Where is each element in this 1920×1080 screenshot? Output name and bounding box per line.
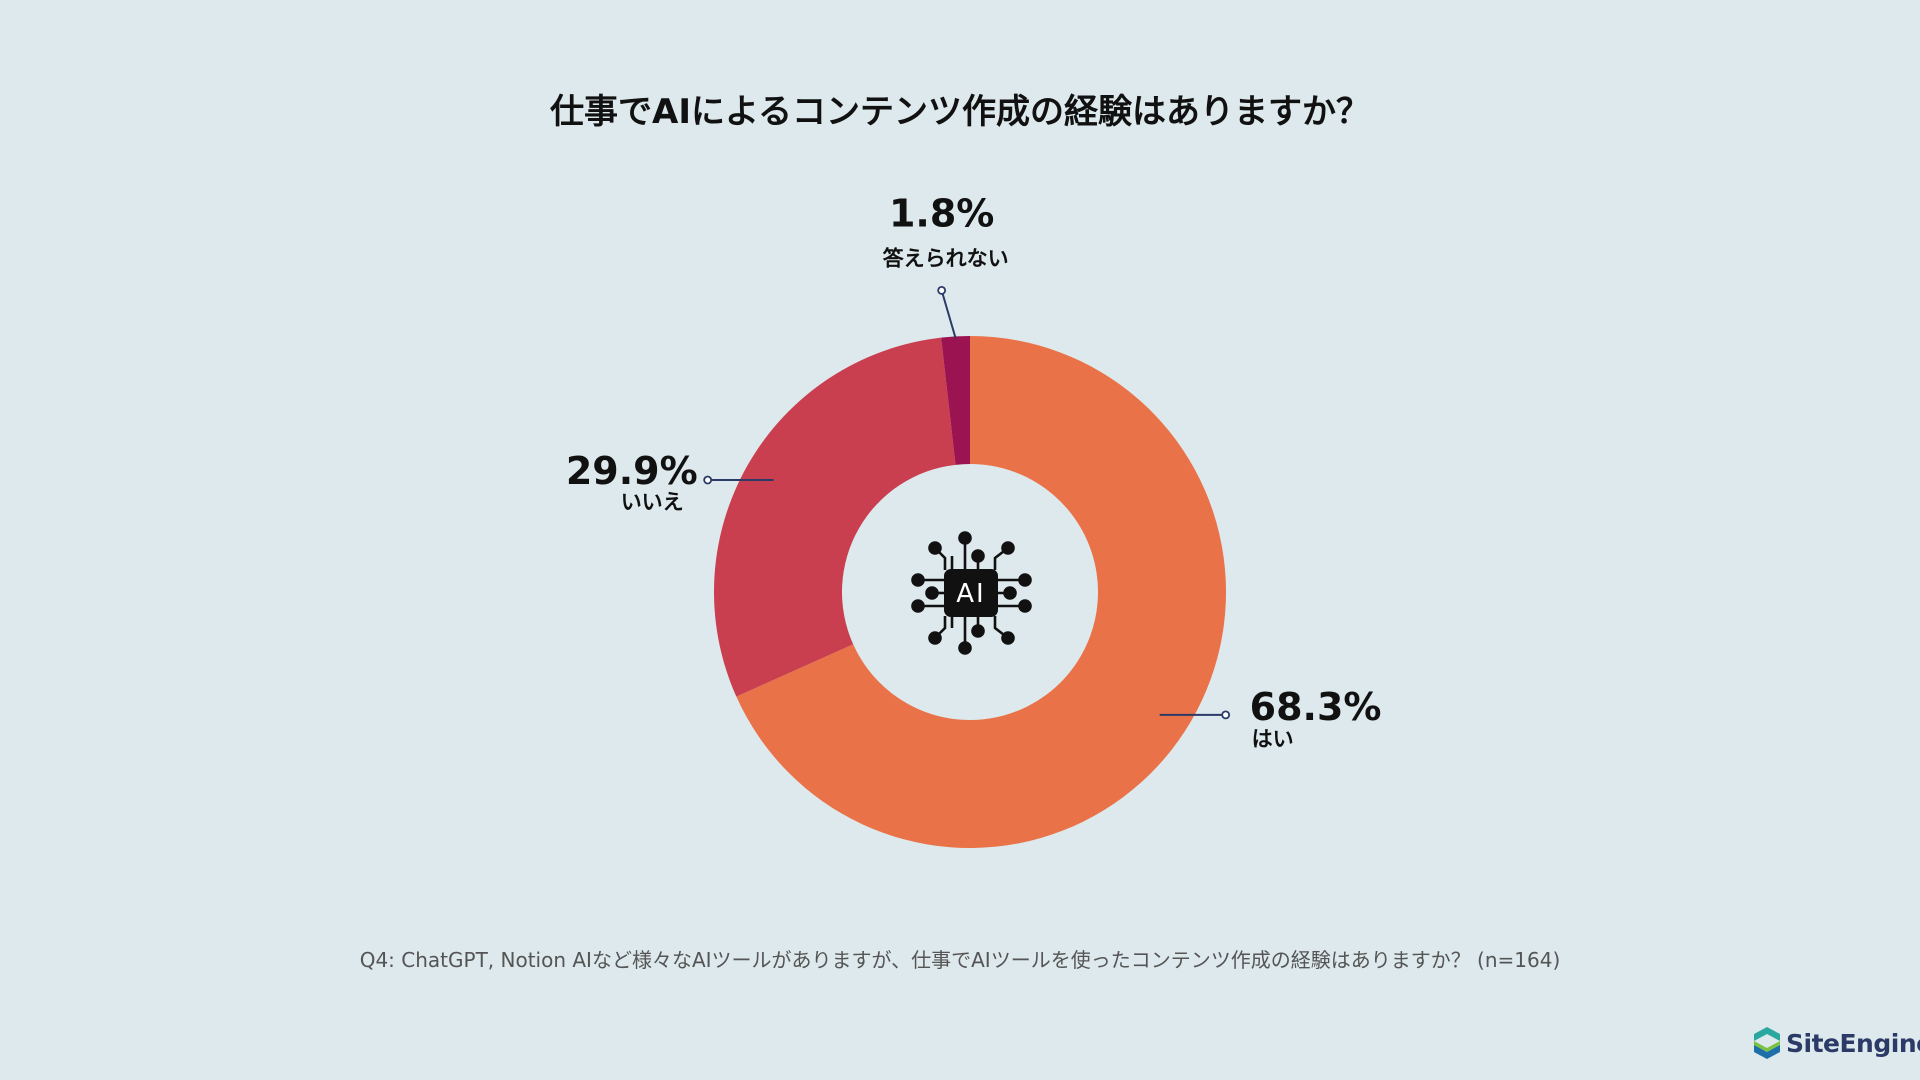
brand-logo: SiteEngine bbox=[1752, 1026, 1920, 1060]
slice-1 bbox=[736, 336, 1226, 849]
slice-value-label-3: 1.8% bbox=[889, 191, 994, 235]
site-engine-logo-icon bbox=[1754, 1027, 1780, 1059]
slice-category-label-2: いいえ bbox=[621, 490, 684, 514]
leader-dot-1 bbox=[1221, 710, 1231, 720]
slice-value-label-2: 29.9% bbox=[566, 449, 698, 493]
leader-dot-3 bbox=[937, 286, 947, 295]
chart-title: 仕事でAIによるコンテンツ作成の経験はありますか？ bbox=[550, 92, 1370, 132]
slice-2 bbox=[714, 337, 956, 697]
leader-dot-2 bbox=[703, 475, 713, 485]
leader-lines bbox=[703, 286, 1231, 720]
brand-name: SiteEngine bbox=[1786, 1028, 1920, 1058]
slice-value-label-1: 68.3% bbox=[1250, 685, 1382, 729]
ai-chip-label: AI bbox=[956, 579, 985, 609]
ai-chip-icon bbox=[911, 531, 1032, 655]
survey-footnote: Q4: ChatGPT, Notion AIなど様々なAIツールがありますが、仕… bbox=[359, 948, 1561, 972]
slice-3 bbox=[941, 336, 970, 465]
slice-category-label-3: 答えられない bbox=[883, 246, 1009, 270]
donut-slices bbox=[714, 336, 1226, 849]
slice-category-label-1: はい bbox=[1252, 727, 1294, 751]
slice-labels: 68.3%はい 29.9%いいえ 1.8% 答えられない bbox=[566, 191, 1382, 750]
leader-line-3 bbox=[940, 290, 957, 339]
